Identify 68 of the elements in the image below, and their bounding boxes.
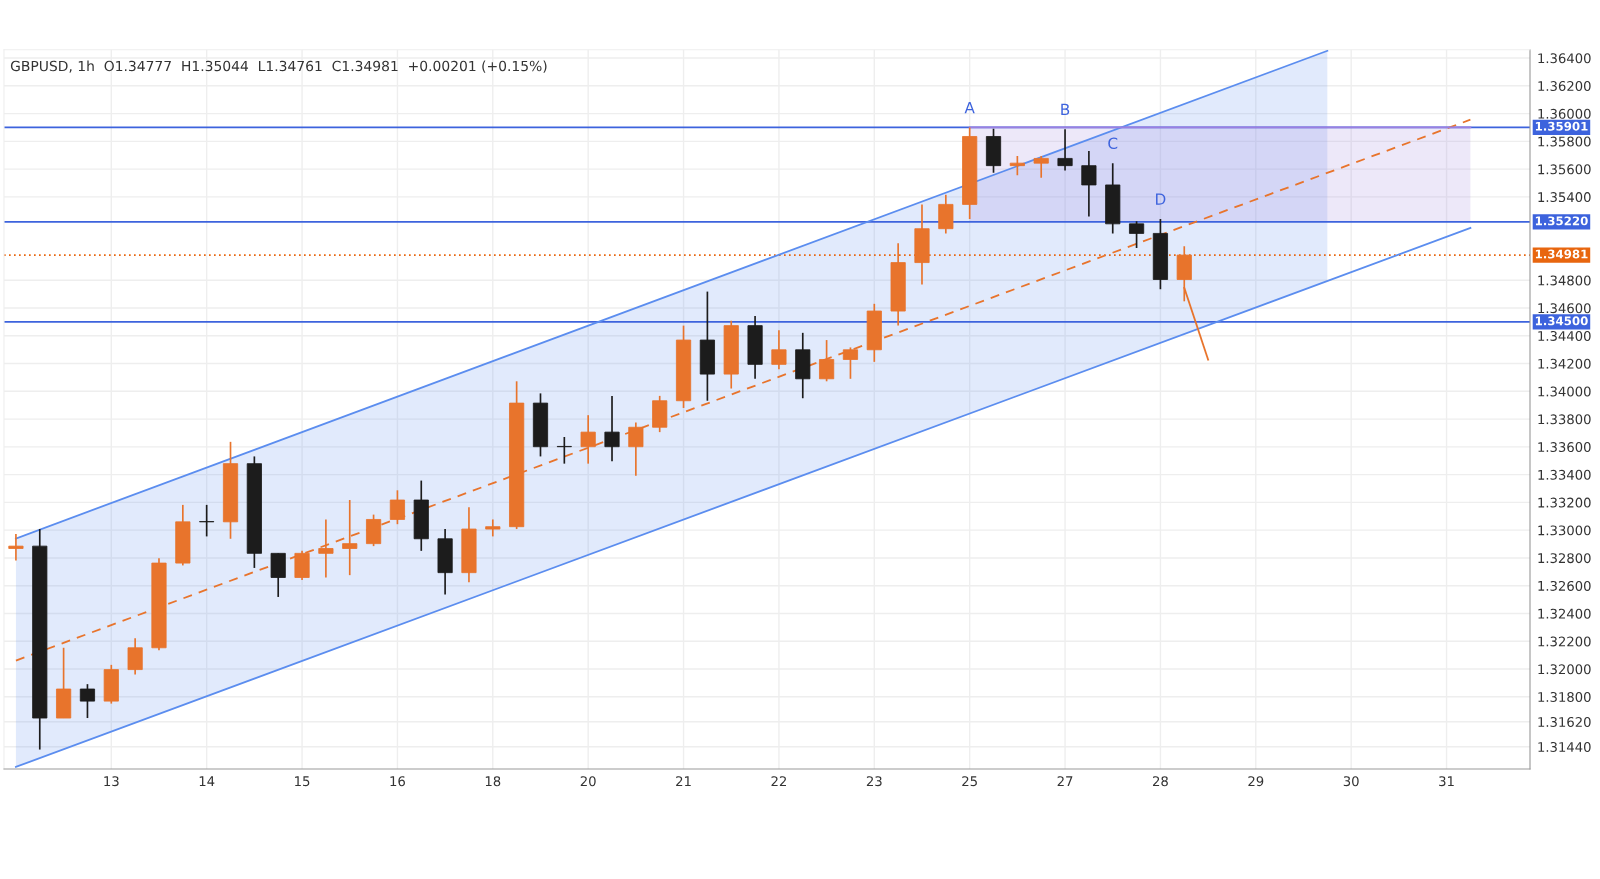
y-tick-label: 1.34800 (1538, 275, 1591, 286)
x-tick-label: 16 (390, 776, 405, 787)
ref-line-label: 1.34981 (1535, 249, 1588, 259)
candlestick (318, 518, 334, 579)
y-tick-label: 1.31800 (1538, 692, 1591, 702)
y-tick-label: 1.35800 (1538, 136, 1591, 147)
candlestick (389, 489, 405, 526)
x-tick-label: 15 (295, 776, 310, 787)
candlestick (819, 339, 835, 383)
candlestick (556, 436, 572, 465)
x-tick-label: 21 (676, 776, 691, 786)
y-tick-label: 1.36400 (1538, 53, 1591, 64)
candlestick (199, 504, 215, 538)
x-tick-label: 27 (1057, 776, 1073, 786)
x-tick-label: 25 (962, 776, 977, 787)
x-tick-label: 23 (866, 776, 882, 787)
text: A (964, 102, 975, 114)
y-tick-label: 1.31440 (1538, 742, 1591, 752)
y-tick-label: 1.33200 (1538, 497, 1591, 508)
text: D (1156, 193, 1166, 205)
y-tick-label: 1.35400 (1538, 192, 1591, 203)
x-tick-label: 31 (1439, 776, 1454, 787)
candlestick (1057, 128, 1073, 172)
y-tick-label: 1.34600 (1538, 303, 1591, 314)
candlestick (628, 421, 644, 477)
ref-line-label: 1.34500 (1535, 316, 1588, 326)
candlestick (842, 346, 859, 380)
y-tick-label: 1.34000 (1538, 386, 1591, 397)
x-tick-label: 30 (1343, 776, 1359, 787)
candlestick (342, 499, 358, 576)
y-tick-label: 1.35600 (1538, 164, 1591, 175)
candlestick (485, 518, 501, 538)
y-tick-label: 1.33600 (1538, 442, 1591, 453)
candlestick (1033, 155, 1049, 179)
x-tick-label: 13 (104, 776, 119, 787)
y-tick-label: 1.32000 (1538, 664, 1591, 675)
x-tick-label: 18 (485, 776, 501, 787)
y-tick-label: 1.33000 (1538, 525, 1591, 536)
y-tick-label: 1.33800 (1538, 414, 1591, 425)
y-tick-label: 1.36000 (1538, 108, 1591, 119)
candlestick (1009, 155, 1025, 177)
x-tick-label: 14 (199, 776, 215, 786)
candlestick (604, 395, 620, 463)
x-tick-label: 22 (771, 776, 786, 786)
y-tick-label: 1.32600 (1538, 580, 1591, 591)
ref-line-label: 1.35901 (1535, 121, 1588, 131)
y-tick-label: 1.34400 (1538, 330, 1591, 341)
y-tick-label: 1.32200 (1538, 636, 1591, 647)
y-tick-label: 1.32800 (1538, 553, 1591, 564)
candlestick (1129, 220, 1145, 249)
text: GBPUSD, 1h O1.34777 H1.35044 L1.34761 C1.34981 +0.00201 (+0.15%) (10, 60, 547, 73)
candlestick (771, 329, 787, 371)
text: C (1108, 137, 1118, 150)
y-tick-label: 1.33400 (1538, 469, 1591, 480)
candlestick (580, 414, 596, 465)
candlestick (79, 683, 96, 719)
x-tick-label: 29 (1248, 776, 1264, 787)
candlestick (1081, 150, 1097, 218)
x-tick-label: 20 (580, 776, 596, 787)
y-tick-label: 1.32400 (1538, 608, 1591, 619)
ref-line-label: 1.35220 (1535, 216, 1588, 226)
y-tick-label: 1.34200 (1538, 358, 1591, 369)
x-tick-label: 28 (1152, 776, 1168, 787)
candlestick (8, 533, 24, 562)
y-tick-label: 1.31620 (1538, 717, 1591, 727)
text: B (1061, 103, 1070, 115)
y-tick-label: 1.36200 (1538, 81, 1591, 91)
candlestick (127, 637, 143, 676)
